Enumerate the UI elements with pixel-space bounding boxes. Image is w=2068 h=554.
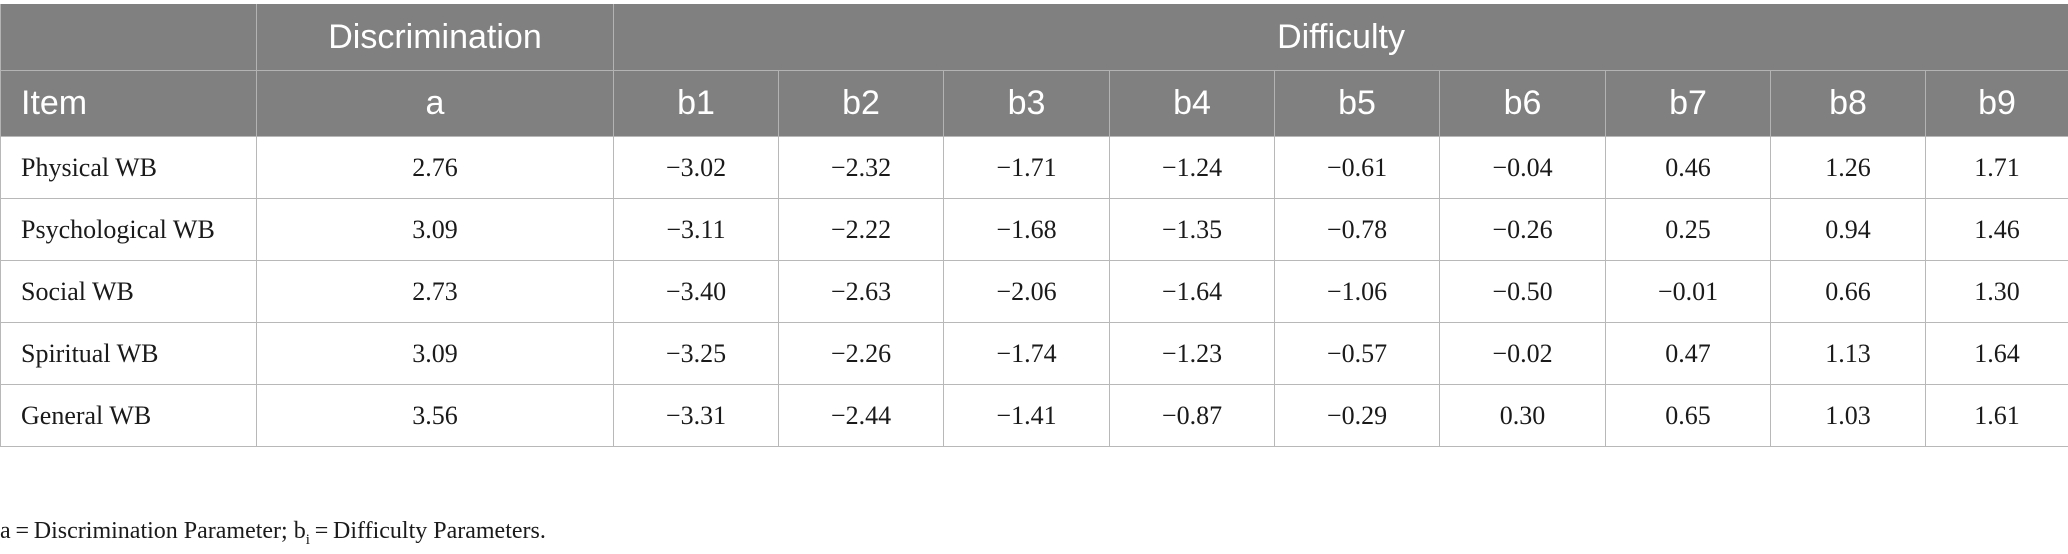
table-cell: −2.06	[943, 260, 1110, 323]
table-cell: −2.32	[778, 136, 944, 199]
discrimination-group-header: Discrimination	[256, 4, 614, 71]
table-cell: 2.76	[256, 136, 614, 199]
table-cell: −0.01	[1605, 260, 1771, 323]
table-cell: 1.46	[1924, 198, 2068, 261]
table-header: Discrimination Difficulty Item a b1 b2 b…	[0, 4, 2068, 137]
table-cell: −1.74	[943, 322, 1110, 385]
table-cell: −3.31	[613, 384, 779, 447]
table-cell: 0.46	[1605, 136, 1771, 199]
table-cell: −2.22	[778, 198, 944, 261]
table-cell: 3.09	[256, 322, 614, 385]
table-cell: −1.68	[943, 198, 1110, 261]
table-cell: 0.94	[1770, 198, 1926, 261]
footnote-subscript: i	[305, 531, 310, 548]
table-cell: −2.44	[778, 384, 944, 447]
table-cell: 3.09	[256, 198, 614, 261]
table-cell: −0.50	[1439, 260, 1606, 323]
difficulty-group-header: Difficulty	[612, 4, 2068, 71]
table-cell: −1.06	[1274, 260, 1440, 323]
blank-group-header	[0, 4, 257, 71]
table-row: Physical WB 2.76 −3.02 −2.32 −1.71 −1.24…	[0, 136, 2068, 199]
item-cell: Social WB	[0, 260, 257, 323]
table-cell: 2.73	[256, 260, 614, 323]
table-cell: 1.13	[1770, 322, 1926, 385]
table-cell: −1.41	[943, 384, 1110, 447]
table-cell: −3.40	[613, 260, 779, 323]
table-cell: −0.04	[1439, 136, 1606, 199]
table-body: Physical WB 2.76 −3.02 −2.32 −1.71 −1.24…	[0, 136, 2068, 447]
column-header-b9: b9	[1924, 70, 2068, 137]
column-header-b1: b1	[613, 70, 779, 137]
table-cell: −3.11	[613, 198, 779, 261]
table-cell: −1.35	[1109, 198, 1275, 261]
table-cell: −2.26	[778, 322, 944, 385]
table-cell: −0.29	[1274, 384, 1440, 447]
column-header-b5: b5	[1274, 70, 1440, 137]
table-cell: 1.64	[1924, 322, 2068, 385]
table-cell: −0.26	[1439, 198, 1606, 261]
table-cell: −1.71	[943, 136, 1110, 199]
item-cell: Physical WB	[0, 136, 257, 199]
table-cell: −1.24	[1109, 136, 1275, 199]
table-cell: 1.61	[1924, 384, 2068, 447]
column-header-b4: b4	[1109, 70, 1275, 137]
table-row: Social WB 2.73 −3.40 −2.63 −2.06 −1.64 −…	[0, 260, 2068, 323]
item-cell: Spiritual WB	[0, 322, 257, 385]
table-cell: 0.25	[1605, 198, 1771, 261]
table-cell: 1.03	[1770, 384, 1926, 447]
column-header-b3: b3	[943, 70, 1110, 137]
table-cell: −0.78	[1274, 198, 1440, 261]
table-cell: 1.30	[1924, 260, 2068, 323]
table-row: Spiritual WB 3.09 −3.25 −2.26 −1.74 −1.2…	[0, 322, 2068, 385]
footnote-text-end: = Difficulty Parameters.	[309, 518, 546, 544]
table-cell: −2.63	[778, 260, 944, 323]
table-cell: 0.65	[1605, 384, 1771, 447]
table-cell: 0.30	[1439, 384, 1606, 447]
item-cell: Psychological WB	[0, 198, 257, 261]
table-cell: 1.71	[1924, 136, 2068, 199]
column-header-b8: b8	[1770, 70, 1926, 137]
table-cell: 3.56	[256, 384, 614, 447]
table-row: General WB 3.56 −3.31 −2.44 −1.41 −0.87 …	[0, 384, 2068, 447]
column-header-b2: b2	[778, 70, 944, 137]
table-cell: −0.61	[1274, 136, 1440, 199]
column-header-item: Item	[0, 70, 257, 137]
table-cell: −0.87	[1109, 384, 1275, 447]
column-header-b6: b6	[1439, 70, 1606, 137]
table-cell: 0.47	[1605, 322, 1771, 385]
table-cell: −0.02	[1439, 322, 1606, 385]
table-cell: 1.26	[1770, 136, 1926, 199]
table-cell: −3.02	[613, 136, 779, 199]
group-header-row: Discrimination Difficulty	[0, 4, 2068, 71]
item-cell: General WB	[0, 384, 257, 447]
table-row: Psychological WB 3.09 −3.11 −2.22 −1.68 …	[0, 198, 2068, 261]
table-cell: 0.66	[1770, 260, 1926, 323]
table-footnote: a = Discrimination Parameter; bi = Diffi…	[0, 518, 546, 549]
table-cell: −1.64	[1109, 260, 1275, 323]
table-cell: −0.57	[1274, 322, 1440, 385]
footnote-text: a = Discrimination Parameter; b	[0, 518, 306, 544]
table-cell: −1.23	[1109, 322, 1275, 385]
parameter-table: Discrimination Difficulty Item a b1 b2 b…	[0, 4, 2068, 447]
column-header-row: Item a b1 b2 b3 b4 b5 b6 b7 b8 b9	[0, 70, 2068, 137]
table-cell: −3.25	[613, 322, 779, 385]
column-header-b7: b7	[1605, 70, 1771, 137]
column-header-a: a	[256, 70, 614, 137]
